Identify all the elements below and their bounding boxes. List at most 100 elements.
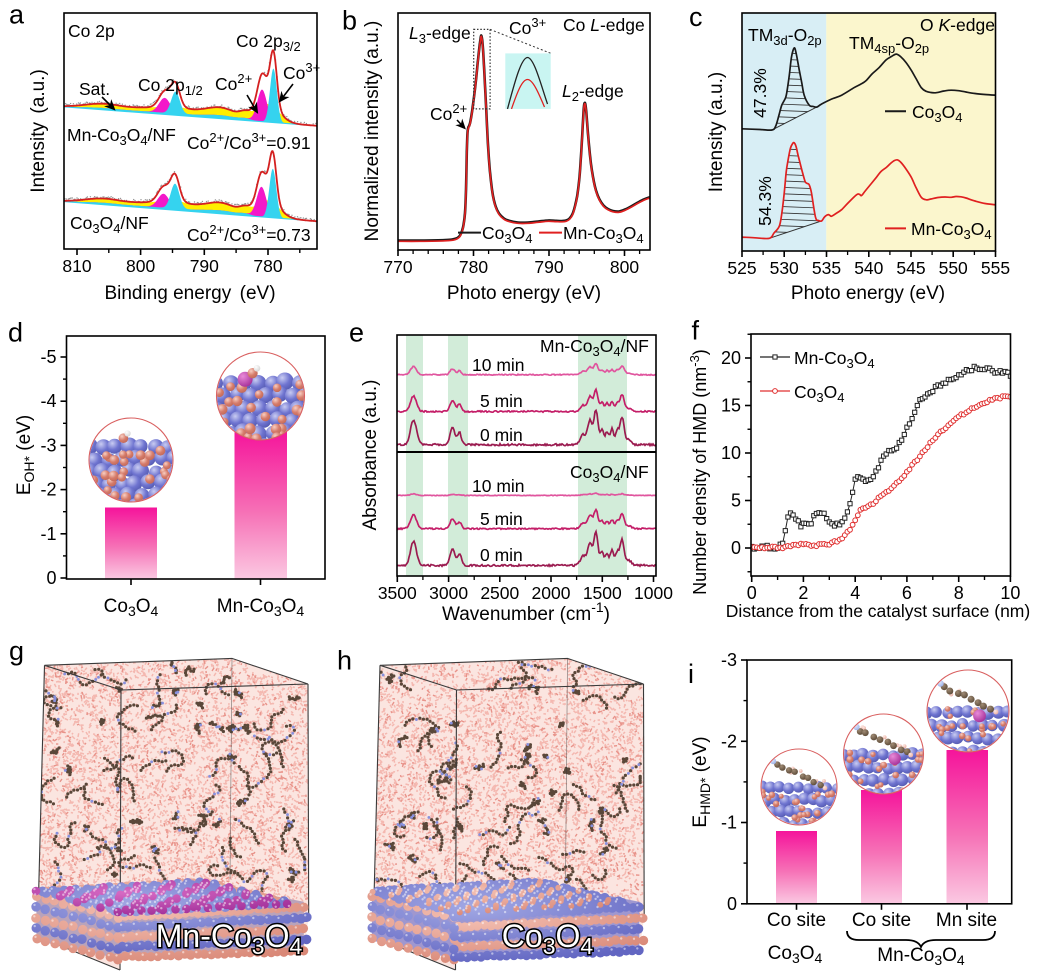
svg-text:Co3+: Co3+	[509, 15, 546, 38]
svg-text:Co 2p: Co 2p	[68, 21, 115, 41]
svg-text:Co3O4: Co3O4	[482, 223, 532, 246]
svg-text:L2-edge: L2-edge	[562, 81, 624, 104]
svg-text:h: h	[337, 646, 352, 676]
svg-text:Mn-Co3O4: Mn-Co3O4	[563, 223, 644, 246]
svg-text:0: 0	[727, 894, 737, 914]
svg-text:0: 0	[731, 538, 741, 558]
svg-text:Co3O4: Co3O4	[768, 943, 823, 966]
svg-text:3000: 3000	[429, 583, 468, 603]
svg-text:-1: -1	[40, 524, 56, 544]
svg-text:b: b	[342, 6, 357, 36]
svg-text:5: 5	[731, 491, 741, 511]
svg-text:555: 555	[981, 258, 1010, 278]
svg-text:Binding energy (eV): Binding energy (eV)	[104, 283, 275, 304]
svg-text:i: i	[688, 659, 694, 689]
svg-text:Wavenumber (cm-1): Wavenumber (cm-1)	[442, 599, 610, 625]
svg-text:Intensity (a.u.): Intensity (a.u.)	[28, 69, 49, 193]
svg-text:L3-edge: L3-edge	[409, 23, 471, 46]
svg-text:O K-edge: O K-edge	[920, 15, 995, 35]
svg-text:2000: 2000	[532, 583, 571, 603]
svg-text:1500: 1500	[583, 583, 622, 603]
svg-text:790: 790	[190, 256, 219, 276]
svg-text:TM3d-O2p: TM3d-O2p	[748, 25, 822, 48]
svg-text:Co 2p3/2: Co 2p3/2	[236, 31, 301, 54]
svg-text:a: a	[9, 0, 25, 30]
svg-text:Normalized intensity (a.u.): Normalized intensity (a.u.)	[362, 21, 383, 242]
svg-text:8: 8	[954, 583, 964, 603]
svg-text:0: 0	[46, 568, 56, 588]
svg-text:54.3%: 54.3%	[755, 176, 775, 226]
svg-text:Distance from the catalyst sur: Distance from the catalyst surface (nm)	[726, 601, 1030, 621]
svg-text:-5: -5	[40, 347, 56, 367]
svg-text:47.3%: 47.3%	[750, 68, 770, 118]
svg-text:Mn site: Mn site	[936, 910, 997, 931]
svg-text:c: c	[689, 2, 703, 32]
svg-text:Co 2p1/2: Co 2p1/2	[138, 75, 203, 98]
svg-text:1000: 1000	[634, 583, 673, 603]
svg-text:530: 530	[770, 258, 799, 278]
svg-text:d: d	[8, 318, 23, 348]
svg-text:Co3O4: Co3O4	[502, 918, 594, 959]
svg-text:Mn-Co3O4: Mn-Co3O4	[794, 348, 875, 371]
svg-text:Co2+: Co2+	[215, 71, 252, 94]
svg-text:Mn-Co3O4: Mn-Co3O4	[911, 219, 992, 242]
svg-text:780: 780	[459, 257, 488, 277]
svg-text:5 min: 5 min	[480, 391, 523, 411]
svg-text:0 min: 0 min	[480, 545, 523, 565]
svg-text:g: g	[9, 636, 24, 666]
svg-text:EHMD* (eV): EHMD* (eV)	[690, 736, 713, 827]
svg-text:Photo energy (eV): Photo energy (eV)	[791, 283, 945, 304]
svg-text:f: f	[692, 316, 700, 346]
svg-text:Number density of HMD (nm-3): Number density of HMD (nm-3)	[687, 349, 710, 595]
svg-text:550: 550	[939, 258, 968, 278]
svg-text:Co3O4: Co3O4	[794, 382, 844, 405]
svg-text:Co3O4: Co3O4	[104, 596, 159, 619]
svg-text:770: 770	[383, 257, 412, 277]
svg-text:800: 800	[126, 256, 155, 276]
svg-text:Co site: Co site	[767, 910, 826, 931]
svg-text:Mn-Co3O4: Mn-Co3O4	[877, 945, 965, 968]
svg-text:Co2+/Co3+=0.91: Co2+/Co3+=0.91	[187, 130, 311, 153]
svg-text:-3: -3	[721, 650, 737, 670]
svg-text:3500: 3500	[378, 583, 417, 603]
svg-text:Co L-edge: Co L-edge	[563, 15, 645, 35]
svg-text:Co3O4/NF: Co3O4/NF	[570, 462, 649, 485]
svg-text:Mn-Co3O4/NF: Mn-Co3O4/NF	[67, 125, 176, 148]
svg-text:810: 810	[62, 256, 91, 276]
svg-text:Co2+/Co3+=0.73: Co2+/Co3+=0.73	[187, 222, 311, 245]
svg-text:Co3O4: Co3O4	[912, 102, 962, 125]
svg-text:2: 2	[798, 583, 808, 603]
svg-text:15: 15	[721, 396, 741, 416]
svg-text:Co3+: Co3+	[283, 60, 320, 83]
svg-text:6: 6	[902, 583, 912, 603]
svg-text:10 min: 10 min	[472, 355, 525, 375]
svg-text:e: e	[349, 318, 364, 348]
svg-text:Mn-Co3O4/NF: Mn-Co3O4/NF	[540, 336, 649, 359]
svg-text:-1: -1	[721, 813, 737, 833]
svg-text:540: 540	[854, 258, 883, 278]
svg-text:Co2+: Co2+	[430, 101, 467, 124]
svg-text:0: 0	[747, 583, 757, 603]
svg-text:525: 525	[727, 258, 756, 278]
svg-text:0 min: 0 min	[480, 425, 523, 445]
svg-text:800: 800	[610, 257, 639, 277]
svg-text:-2: -2	[721, 731, 737, 751]
svg-text:Absorbance (a.u.): Absorbance (a.u.)	[360, 379, 381, 530]
svg-text:Intensity (a.u.): Intensity (a.u.)	[706, 72, 727, 192]
svg-text:10 min: 10 min	[472, 476, 525, 496]
svg-text:790: 790	[534, 257, 563, 277]
svg-text:Mn-Co3O4: Mn-Co3O4	[156, 918, 303, 959]
svg-text:Sat.: Sat.	[79, 79, 110, 99]
svg-text:-3: -3	[40, 435, 56, 455]
svg-text:Co3O4/NF: Co3O4/NF	[70, 213, 149, 236]
svg-text:780: 780	[253, 256, 282, 276]
svg-text:4: 4	[850, 583, 860, 603]
svg-text:10: 10	[1000, 583, 1020, 603]
svg-text:TM4sp-O2p: TM4sp-O2p	[849, 33, 929, 56]
svg-text:-2: -2	[40, 480, 56, 500]
svg-text:2500: 2500	[480, 583, 519, 603]
svg-text:-4: -4	[40, 391, 56, 411]
svg-text:Co site: Co site	[852, 910, 911, 931]
svg-text:Mn-Co3O4: Mn-Co3O4	[217, 596, 305, 619]
svg-text:20: 20	[721, 348, 741, 368]
